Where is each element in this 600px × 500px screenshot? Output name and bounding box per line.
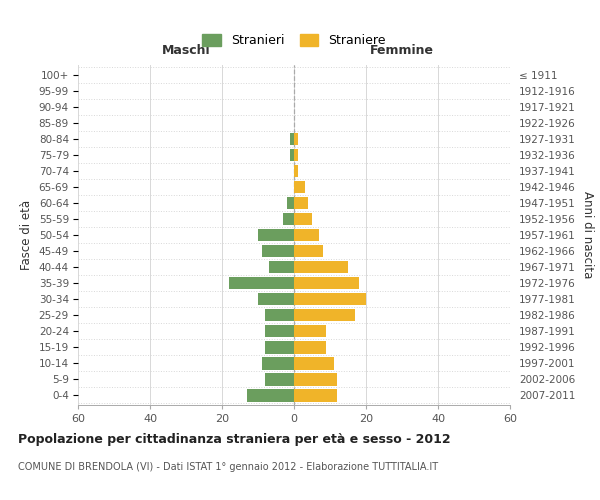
Bar (294, 341, 326, 353)
Y-axis label: Fasce di età: Fasce di età (20, 200, 33, 270)
Bar (294, 196, 308, 209)
Bar (294, 325, 326, 338)
Bar (294, 293, 366, 306)
Bar (247, 389, 294, 402)
Text: Popolazione per cittadinanza straniera per età e sesso - 2012: Popolazione per cittadinanza straniera p… (18, 432, 451, 446)
Bar (294, 228, 319, 241)
Bar (294, 261, 348, 274)
Bar (269, 261, 294, 274)
Legend: Stranieri, Straniere: Stranieri, Straniere (199, 30, 389, 51)
Bar (258, 228, 294, 241)
Bar (294, 245, 323, 258)
Bar (290, 132, 294, 145)
Bar (294, 164, 298, 177)
Bar (229, 277, 294, 289)
Y-axis label: Anni di nascita: Anni di nascita (581, 192, 595, 278)
Bar (294, 357, 334, 370)
Text: COMUNE DI BRENDOLA (VI) - Dati ISTAT 1° gennaio 2012 - Elaborazione TUTTITALIA.I: COMUNE DI BRENDOLA (VI) - Dati ISTAT 1° … (18, 462, 438, 472)
Bar (294, 373, 337, 386)
Bar (258, 293, 294, 306)
Bar (294, 132, 298, 145)
Bar (265, 309, 294, 322)
Bar (290, 148, 294, 161)
Text: Femmine: Femmine (370, 44, 434, 57)
Bar (294, 389, 337, 402)
Bar (294, 212, 312, 225)
Bar (287, 196, 294, 209)
Bar (294, 180, 305, 193)
Bar (283, 212, 294, 225)
Bar (265, 373, 294, 386)
Text: Maschi: Maschi (161, 44, 211, 57)
Bar (294, 309, 355, 322)
Bar (262, 245, 294, 258)
Bar (265, 325, 294, 338)
Bar (294, 277, 359, 289)
Bar (265, 341, 294, 353)
Bar (294, 148, 298, 161)
Bar (262, 357, 294, 370)
